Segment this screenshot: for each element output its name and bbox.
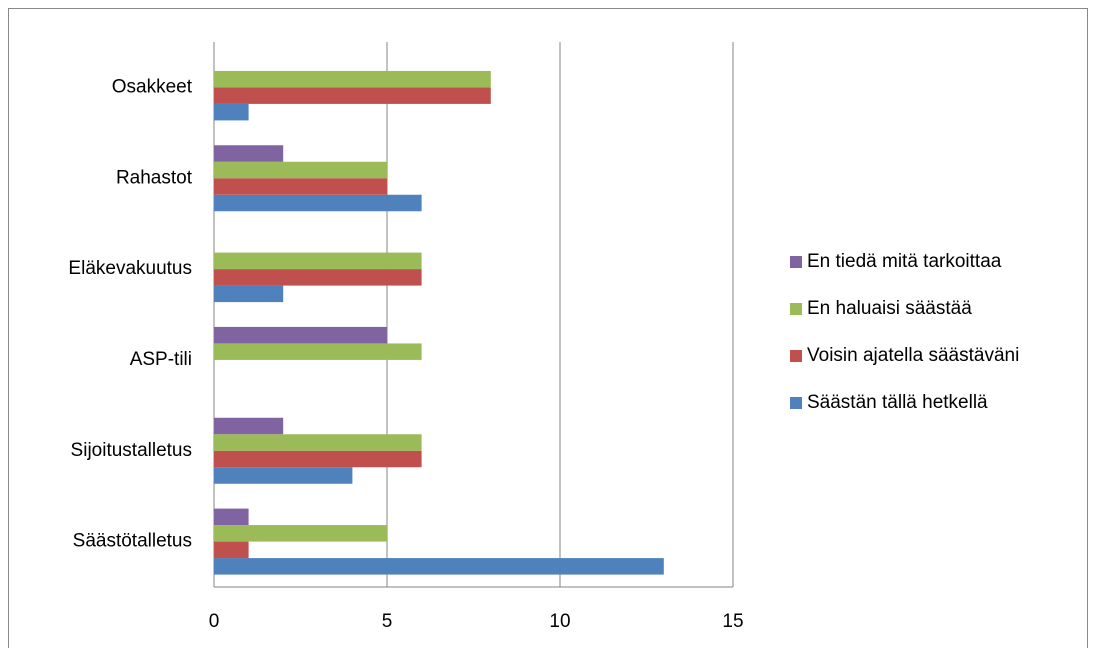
bar (214, 252, 422, 270)
bar (214, 508, 249, 526)
legend-swatch (790, 397, 802, 409)
legend-label: En tiedä mitä tarkoittaa (807, 251, 1002, 272)
bar (214, 178, 387, 195)
bar (214, 417, 284, 435)
legend-swatch (790, 350, 802, 362)
bar (214, 343, 422, 360)
y-tick-label: Sijoitustalletus (71, 440, 192, 461)
y-tick-label: Rahastot (116, 167, 193, 188)
chart-frame (8, 8, 1088, 648)
legend-label: En haluaisi säästää (807, 298, 972, 319)
y-tick-label: Eläkevakuutus (68, 258, 192, 279)
y-tick-label: ASP-tili (130, 349, 192, 370)
x-tick-label: 5 (382, 611, 393, 632)
bar (214, 194, 422, 212)
bar (214, 103, 249, 121)
bar (214, 269, 422, 286)
bar (214, 467, 353, 484)
bar (214, 145, 284, 162)
bar (214, 525, 387, 542)
bar (214, 70, 491, 88)
x-tick-label: 0 (209, 611, 220, 632)
y-tick-label: Säästötalletus (73, 531, 192, 552)
bar (214, 161, 387, 179)
bar (214, 558, 664, 575)
x-tick-label: 10 (549, 611, 570, 632)
bar (214, 285, 284, 303)
x-tick-label: 15 (722, 611, 743, 632)
bar (214, 450, 422, 468)
bar (214, 434, 422, 451)
legend-label: Voisin ajatella säästäväni (807, 345, 1019, 366)
legend-swatch (790, 256, 802, 268)
bar (214, 87, 491, 104)
legend-swatch (790, 303, 802, 315)
legend-label: Säästän tällä hetkellä (807, 392, 988, 413)
bar (214, 326, 387, 344)
bar (214, 541, 249, 559)
y-tick-label: Osakkeet (112, 76, 193, 97)
